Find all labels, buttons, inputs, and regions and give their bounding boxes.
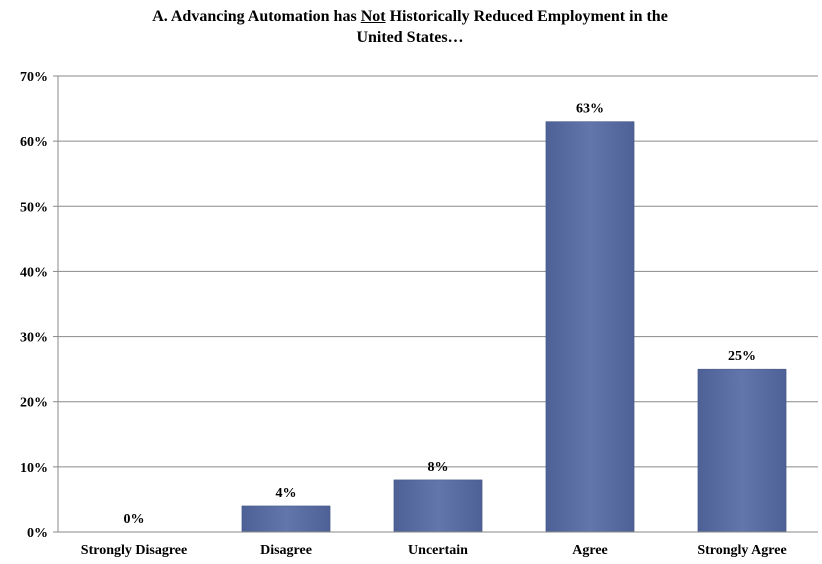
y-tick-label: 70% — [20, 70, 48, 85]
y-tick-label: 40% — [20, 265, 48, 280]
chart-title-part-2: Historically Reduced Employment in the — [385, 8, 668, 25]
bar — [241, 505, 331, 533]
chart-title-part-1: A. Advancing Automation has — [152, 8, 361, 25]
y-axis-ticks: 0% 10% 20% 30% 40% 50% 60% 70% — [20, 70, 48, 541]
data-label: 25% — [728, 349, 756, 364]
bars — [241, 121, 787, 533]
category-label: Strongly Disagree — [81, 543, 187, 558]
y-tick-label: 20% — [20, 396, 48, 411]
chart-title: A. Advancing Automation has Not Historic… — [60, 6, 760, 48]
y-tick-label: 50% — [20, 200, 48, 215]
y-tick-label: 60% — [20, 135, 48, 150]
y-tick-label: 0% — [27, 526, 48, 541]
bar — [697, 368, 787, 533]
category-labels: Strongly Disagree Disagree Uncertain Agree S… — [81, 543, 787, 558]
gridlines — [53, 75, 818, 533]
chart-title-line-2: United States… — [356, 29, 464, 46]
bar — [545, 121, 635, 533]
y-tick-label: 10% — [20, 461, 48, 476]
chart-title-emphasis: Not — [360, 8, 386, 25]
category-label: Disagree — [260, 543, 312, 558]
bar — [393, 479, 483, 533]
data-label: 4% — [276, 486, 297, 501]
category-label: Agree — [572, 543, 608, 558]
data-label: 0% — [124, 512, 145, 527]
data-labels: 0% 4% 8% 63% 25% — [124, 102, 757, 527]
y-tick-label: 30% — [20, 331, 48, 346]
category-label: Strongly Agree — [697, 543, 786, 558]
data-label: 63% — [576, 102, 604, 117]
category-label: Uncertain — [408, 543, 468, 558]
data-label: 8% — [428, 460, 449, 475]
